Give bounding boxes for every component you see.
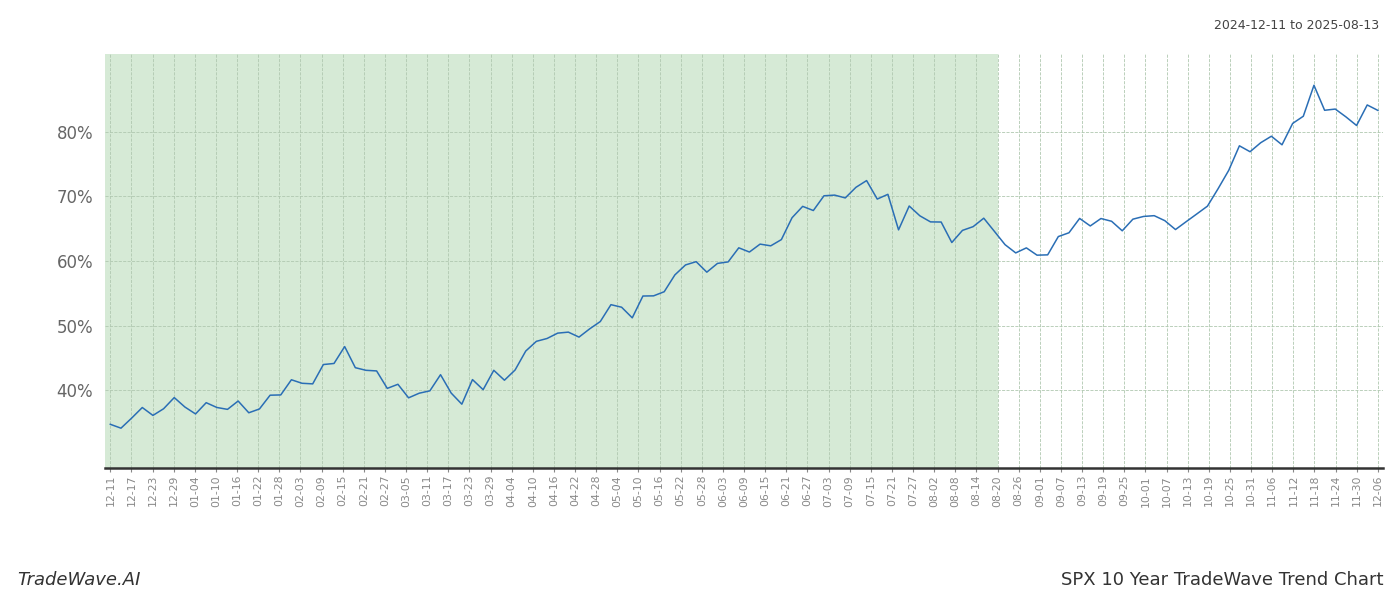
Text: SPX 10 Year TradeWave Trend Chart: SPX 10 Year TradeWave Trend Chart (1061, 571, 1383, 589)
Bar (105, 54, 998, 468)
Text: TradeWave.AI: TradeWave.AI (17, 571, 140, 589)
Text: 2024-12-11 to 2025-08-13: 2024-12-11 to 2025-08-13 (1214, 19, 1379, 32)
